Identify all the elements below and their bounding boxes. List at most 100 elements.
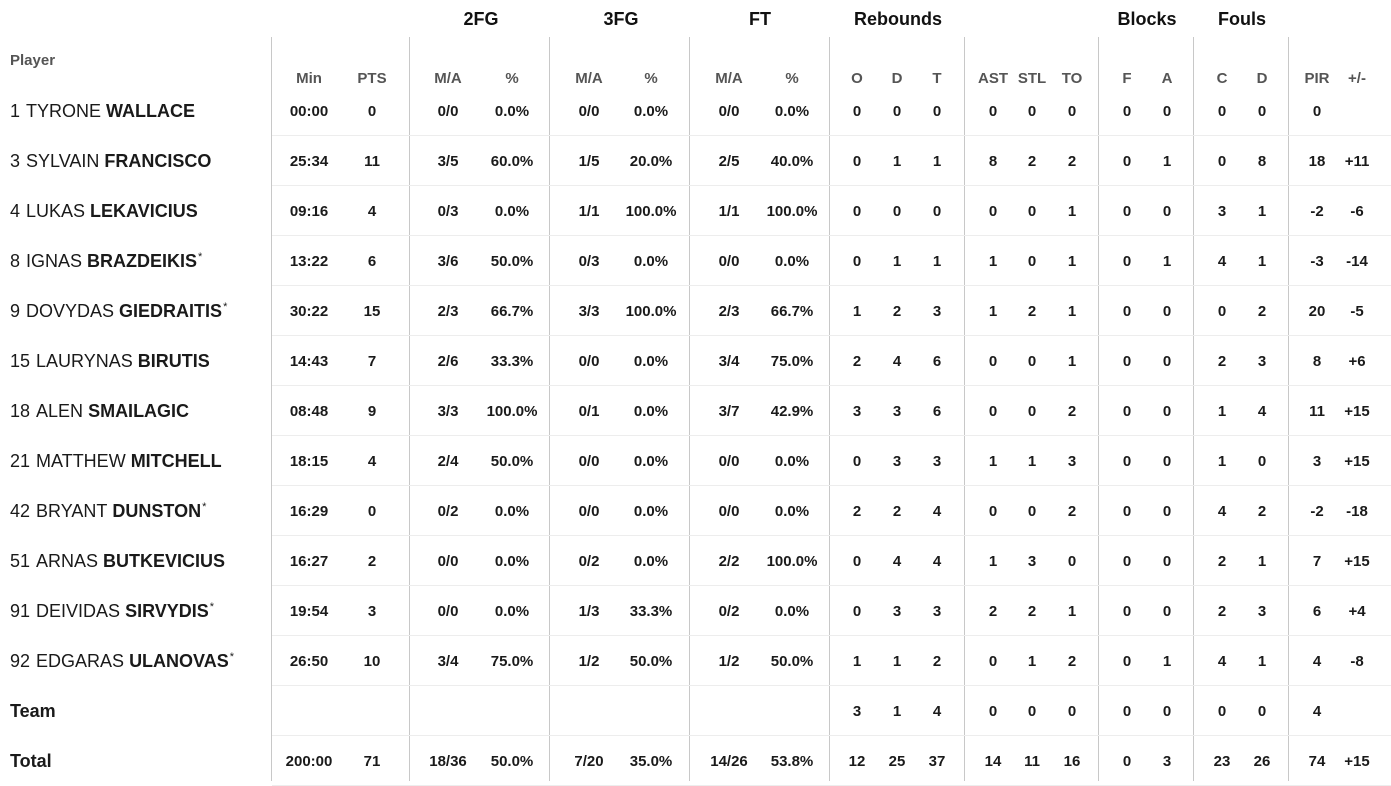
stat-reb-t: 6 <box>932 402 942 420</box>
column-divider <box>829 37 830 781</box>
stat-stl: 11 <box>1024 752 1040 770</box>
stat-reb-t: 3 <box>932 302 942 320</box>
stat-2fg-pct: 0.0% <box>494 102 530 120</box>
stat-2fg-ma: 2/3 <box>437 302 459 320</box>
stat-foul-c: 23 <box>1213 752 1231 770</box>
stat-foul-c: 1 <box>1217 402 1227 420</box>
stat-to: 3 <box>1067 452 1077 470</box>
stat-to: 2 <box>1067 652 1077 670</box>
player-number: 21 <box>10 450 31 471</box>
stat-ast: 14 <box>984 752 1002 770</box>
player-name: 8 IGNAS BRAZDEIKIS * <box>10 236 202 286</box>
stat-ft-pct: 100.0% <box>766 552 818 570</box>
stat-2fg-pct: 66.7% <box>490 302 534 320</box>
stat-2fg-ma: 3/4 <box>437 652 459 670</box>
stat-2fg-ma: 2/6 <box>437 352 459 370</box>
stat-ft-ma: 3/7 <box>718 402 740 420</box>
stat-3fg-pct: 20.0% <box>629 152 673 170</box>
row-separator <box>272 485 1391 486</box>
row-separator <box>272 435 1391 436</box>
stat-reb-o: 12 <box>848 752 866 770</box>
stat-3fg-pct: 35.0% <box>629 752 673 770</box>
starter-marker: * <box>202 501 207 513</box>
stat-reb-t: 0 <box>932 102 942 120</box>
stat-ft-ma: 3/4 <box>718 352 740 370</box>
stat-3fg-ma: 1/1 <box>578 202 600 220</box>
stat-reb-o: 1 <box>852 652 862 670</box>
player-number: 92 <box>10 650 31 671</box>
stat-2fg-pct: 75.0% <box>490 652 534 670</box>
stat-blk-f: 0 <box>1122 352 1132 370</box>
column-header-to: TO <box>1061 70 1083 87</box>
stat-plus-minus: +15 <box>1344 402 1370 420</box>
stat-foul-c: 3 <box>1217 202 1227 220</box>
stat-3fg-pct: 0.0% <box>633 102 669 120</box>
stat-reb-d: 1 <box>892 702 902 720</box>
stat-pir: -3 <box>1310 252 1324 270</box>
player-row: 91 DEIVIDAS SIRVYDIS * 19:54 3 0/0 0.0% 1/3 33.3%… <box>0 586 1391 636</box>
stat-ast: 0 <box>988 202 998 220</box>
stat-reb-o: 0 <box>852 452 862 470</box>
column-divider <box>1098 37 1099 781</box>
stat-ft-ma: 0/0 <box>718 452 740 470</box>
stat-reb-t: 3 <box>932 602 942 620</box>
player-first-name: IGNAS <box>26 250 83 271</box>
player-number: 9 <box>10 300 21 321</box>
stat-2fg-pct: 50.0% <box>490 752 534 770</box>
stat-blk-a: 0 <box>1162 452 1172 470</box>
stat-ast: 1 <box>988 552 998 570</box>
stat-foul-c: 4 <box>1217 252 1227 270</box>
player-number: 15 <box>10 350 31 371</box>
stat-reb-d: 3 <box>892 402 902 420</box>
stat-ast: 8 <box>988 152 998 170</box>
stat-min: 16:27 <box>289 552 329 570</box>
player-name: 18 ALEN SMAILAGIC <box>10 386 189 436</box>
stat-2fg-ma: 18/36 <box>429 752 467 770</box>
stat-reb-t: 4 <box>932 502 942 520</box>
stat-pir: 4 <box>1312 702 1322 720</box>
stat-2fg-pct: 33.3% <box>490 352 534 370</box>
stat-reb-d: 3 <box>892 452 902 470</box>
stat-foul-d: 8 <box>1257 152 1267 170</box>
stat-ft-pct: 100.0% <box>766 202 818 220</box>
column-header-3fg-pct: % <box>644 70 658 87</box>
stat-3fg-ma: 0/3 <box>578 252 600 270</box>
player-first-name: MATTHEW <box>36 450 126 471</box>
stat-blk-a: 0 <box>1162 702 1172 720</box>
stat-blk-f: 0 <box>1122 102 1132 120</box>
stat-reb-o: 2 <box>852 502 862 520</box>
stat-to: 1 <box>1067 202 1077 220</box>
stat-stl: 1 <box>1027 652 1037 670</box>
stat-plus-minus: +6 <box>1348 352 1366 370</box>
stat-plus-minus: -14 <box>1346 252 1368 270</box>
stat-foul-d: 0 <box>1257 452 1267 470</box>
player-column-header: Player <box>10 52 56 69</box>
stat-plus-minus: +4 <box>1348 602 1366 620</box>
player-name: 92 EDGARAS ULANOVAS * <box>10 636 234 686</box>
stat-blk-f: 0 <box>1122 302 1132 320</box>
total-row: Total 200:00 71 18/36 50.0% 7/20 35.0% 14/26 53.… <box>0 736 1391 786</box>
stat-foul-d: 2 <box>1257 502 1267 520</box>
stat-3fg-ma: 0/0 <box>578 352 600 370</box>
stat-foul-c: 4 <box>1217 652 1227 670</box>
stat-3fg-pct: 100.0% <box>625 202 677 220</box>
stat-3fg-pct: 0.0% <box>633 352 669 370</box>
player-number: 42 <box>10 500 31 521</box>
player-number: 3 <box>10 150 21 171</box>
stat-pir: 18 <box>1308 152 1326 170</box>
stat-stl: 0 <box>1027 402 1037 420</box>
stat-ast: 2 <box>988 602 998 620</box>
row-separator <box>272 585 1391 586</box>
stat-pts: 3 <box>367 602 377 620</box>
stat-blk-f: 0 <box>1122 602 1132 620</box>
column-header-2fg-pct: % <box>505 70 519 87</box>
player-first-name: LAURYNAS <box>36 350 133 371</box>
stat-blk-a: 0 <box>1162 502 1172 520</box>
stat-ft-pct: 42.9% <box>770 402 814 420</box>
stat-pir: 20 <box>1308 302 1326 320</box>
stat-2fg-pct: 0.0% <box>494 602 530 620</box>
stat-3fg-pct: 33.3% <box>629 602 673 620</box>
stat-pir: -2 <box>1310 202 1324 220</box>
starter-marker: * <box>223 301 228 313</box>
player-first-name: DOVYDAS <box>26 300 115 321</box>
